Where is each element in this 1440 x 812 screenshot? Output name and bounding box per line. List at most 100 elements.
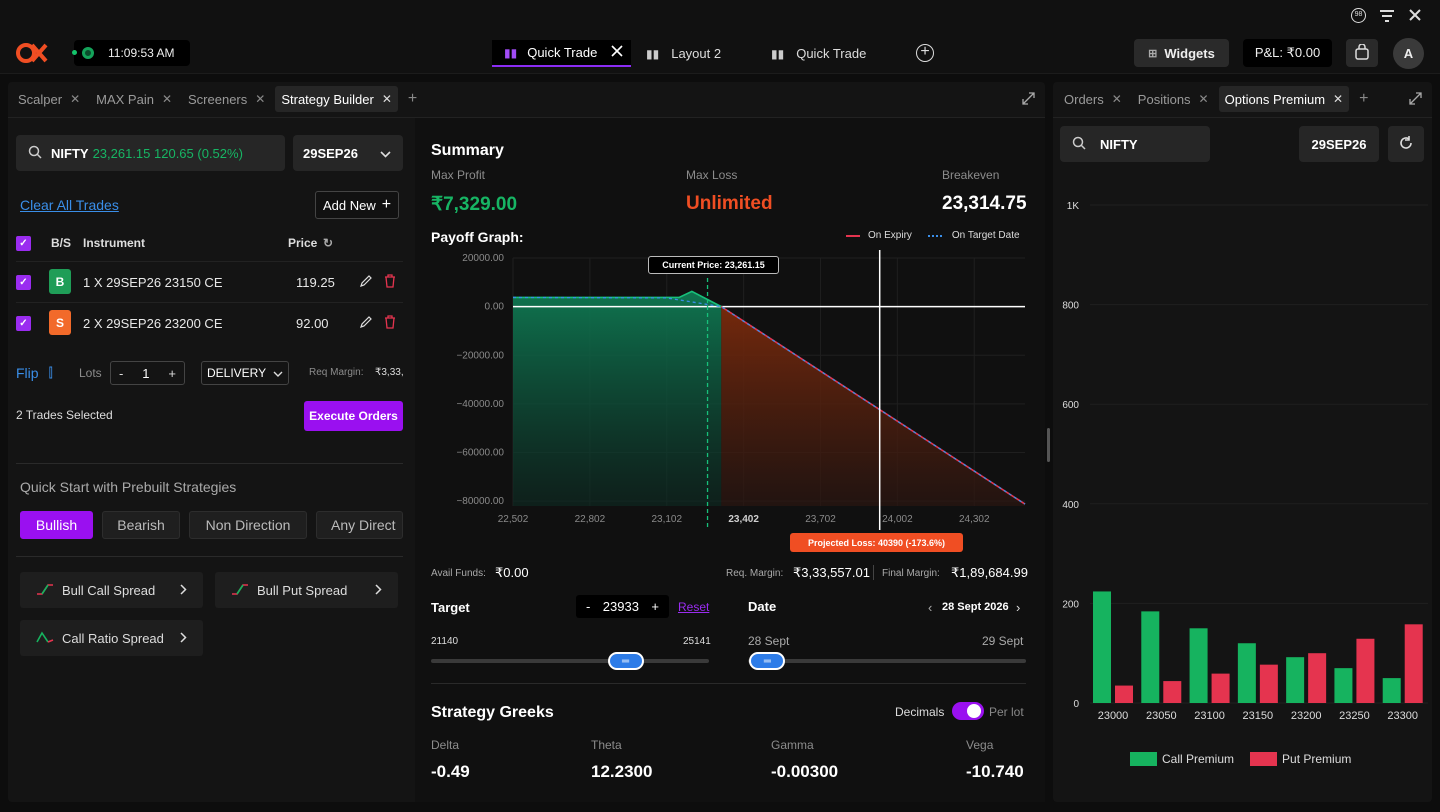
flip-button[interactable]: Flip ⫿ [16,364,53,382]
close-icon[interactable] [1408,8,1422,22]
market-status-dot-icon [72,50,77,55]
tab-positions[interactable]: Positions ✕ [1132,86,1215,112]
add-new-button[interactable]: Add New + [315,191,399,219]
cart-button[interactable] [1346,39,1378,67]
avatar[interactable]: A [1393,38,1424,69]
widgets-button[interactable]: ⊞ Widgets [1134,39,1229,67]
tab-max-pain[interactable]: MAX Pain ✕ [90,86,178,112]
panel-resize-handle[interactable] [1047,428,1050,462]
chevron-down-icon [273,366,283,380]
add-panel-tab-icon[interactable]: + [1359,90,1369,107]
execute-orders-button[interactable]: Execute Orders [304,401,403,431]
close-tab-icon[interactable]: ✕ [255,92,266,106]
clear-all-trades-link[interactable]: Clear All Trades [20,197,119,213]
premium-expiry-select[interactable]: 29SEP26 [1299,126,1379,162]
symbol-ltp: 23,261.15 120.65 (0.52%) [92,145,243,161]
greek-vega-label: Vega [966,738,994,752]
trade-instrument: 1 X 29SEP26 23150 CE [83,275,223,290]
filter-bullish[interactable]: Bullish [20,511,93,539]
reset-link[interactable]: Reset [678,600,710,614]
target-stepper[interactable]: - 23933 + [576,595,669,618]
help-circle-icon[interactable]: 98 [1351,8,1366,23]
tab-scalper[interactable]: Scalper ✕ [12,86,86,112]
target-slider-track[interactable] [431,659,709,663]
req-margin-value: ₹3,33, [375,367,403,378]
search-icon [1072,136,1086,153]
close-tab-icon[interactable]: ✕ [381,92,392,106]
edit-icon[interactable] [359,274,373,291]
target-slider-handle[interactable]: ═ [607,652,644,670]
target-increment-button[interactable]: + [651,599,659,614]
tab-options-premium[interactable]: Options Premium ✕ [1218,86,1350,112]
filter-icon[interactable] [1379,9,1395,23]
expiry-select[interactable]: 29SEP26 [293,135,403,171]
tab-label: Options Premium [1224,91,1326,107]
x-tick-label: 23,402 [728,514,759,525]
y-tick-label: 1K [1067,201,1080,212]
app-logo[interactable] [14,40,52,66]
refresh-icon[interactable]: ↻ [323,236,334,250]
target-label: Target [431,600,470,615]
ratio-trend-icon [36,630,54,646]
date-prev-icon[interactable]: ‹ [928,600,933,615]
strategy-bull-call-spread[interactable]: Bull Call Spread [20,572,203,608]
tab-strategy-builder[interactable]: Strategy Builder ✕ [275,86,398,112]
close-tab-icon[interactable]: ✕ [1198,92,1209,106]
put-premium-bar [1259,664,1278,703]
edit-icon[interactable] [359,315,373,332]
tab-quick-trade-active[interactable]: ▮▮ Quick Trade [492,40,631,67]
refresh-button[interactable] [1388,126,1424,162]
strategy-bull-put-spread[interactable]: Bull Put Spread [215,572,398,608]
legend-target-swatch [927,234,942,237]
date-slider-track[interactable] [748,659,1026,663]
close-tab-icon[interactable]: ✕ [1111,92,1122,106]
strategy-label: Bull Call Spread [62,582,156,598]
lots-increment-button[interactable]: + [168,365,176,381]
tab-layout-2[interactable]: ▮▮ Layout 2 [646,40,746,67]
layout-icon: ▮▮ [646,46,660,61]
x-tick-label: 24,302 [959,514,990,525]
greek-gamma-value: -0.00300 [771,762,839,781]
delete-icon[interactable] [384,315,396,332]
tab-quick-trade[interactable]: ▮▮ Quick Trade [771,40,881,67]
legend-expiry-swatch [846,234,860,237]
filter-non-direction[interactable]: Non Direction [189,511,307,539]
trade-checkbox[interactable]: ✓ [16,274,31,290]
decimals-toggle[interactable] [952,702,984,720]
lots-stepper[interactable]: - 1 + [110,361,185,385]
target-decrement-button[interactable]: - [586,599,591,614]
pnl-value: P&L: ₹0.00 [1254,45,1321,60]
date-slider-handle[interactable]: ═ [749,652,786,670]
filter-bearish[interactable]: Bearish [102,511,180,539]
max-loss-label: Max Loss [686,168,738,182]
filter-any-direction[interactable]: Any Direct [316,511,403,539]
tab-screeners[interactable]: Screeners ✕ [182,86,271,112]
tab-orders[interactable]: Orders ✕ [1058,86,1128,112]
select-all-checkbox[interactable]: ✓ [16,235,31,251]
premium-symbol-input[interactable]: NIFTY [1060,126,1210,162]
expand-icon[interactable] [1409,92,1422,108]
trade-checkbox[interactable]: ✓ [16,315,31,331]
close-tab-icon[interactable]: ✕ [161,92,173,106]
symbol-search-input[interactable]: NIFTY 23,261.15 120.65 (0.52%) [16,135,285,171]
search-icon [28,145,42,162]
req-margin-label: Req Margin: [309,367,364,378]
close-tab-icon[interactable]: ✕ [70,92,81,106]
strategy-call-ratio-spread[interactable]: Call Ratio Spread [20,620,203,656]
lots-decrement-button[interactable]: - [119,365,124,381]
greek-theta-value: 12.2300 [591,762,653,781]
add-panel-tab-icon[interactable]: + [407,90,418,107]
strategy-label: Bull Put Spread [257,582,348,598]
close-tab-icon[interactable] [611,45,623,60]
product-select[interactable]: DELIVERY [201,361,289,385]
call-premium-bar [1286,657,1305,703]
chevron-down-icon [380,146,391,161]
trade-row: ✓ S 2 X 29SEP26 23200 CE 92.00 [16,310,403,336]
close-tab-icon[interactable]: ✕ [1333,92,1344,106]
add-tab-icon[interactable]: + [916,44,934,62]
delete-icon[interactable] [384,274,396,291]
margin-separator [873,565,874,580]
date-next-icon[interactable]: › [1016,600,1021,615]
put-premium-bar [1404,624,1423,703]
expand-icon[interactable] [1022,92,1035,108]
